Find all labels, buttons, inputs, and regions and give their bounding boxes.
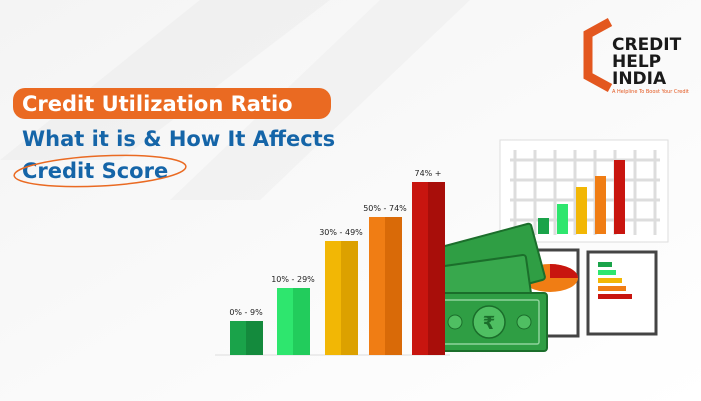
- mini-bar: [538, 218, 549, 234]
- bar-label: 74% +: [414, 169, 441, 178]
- subtitle: What it is & How It Affects: [22, 127, 335, 151]
- bar-shade: [428, 182, 445, 355]
- logo-text: CREDIT: [612, 35, 682, 55]
- mini-bar: [576, 187, 587, 234]
- bar-shade: [293, 288, 310, 355]
- logo-text: INDIA: [612, 69, 667, 89]
- logo-tagline: A Helpline To Boost Your Credit: [612, 89, 689, 95]
- bar-label: 50% - 74%: [363, 204, 407, 213]
- bar-shade: [385, 217, 402, 355]
- mini-bar: [614, 160, 625, 234]
- bar-shade: [341, 241, 358, 355]
- mini-bar: [557, 204, 568, 234]
- bar-label: 30% - 49%: [319, 228, 363, 237]
- bar-label: 0% - 9%: [229, 308, 263, 317]
- swirl: [13, 154, 187, 188]
- title: Credit Utilization Ratio: [22, 92, 293, 116]
- bar-shade: [246, 321, 263, 355]
- bg-stripe: [0, 0, 330, 160]
- logo-text: HELP: [612, 52, 661, 72]
- logo-mark: [583, 18, 613, 92]
- subtitle: Credit Score: [22, 159, 168, 183]
- title-badge: [13, 88, 331, 119]
- bar-label: 10% - 29%: [271, 275, 315, 284]
- svg-text:₹: ₹: [483, 313, 496, 334]
- mini-bar: [595, 176, 606, 234]
